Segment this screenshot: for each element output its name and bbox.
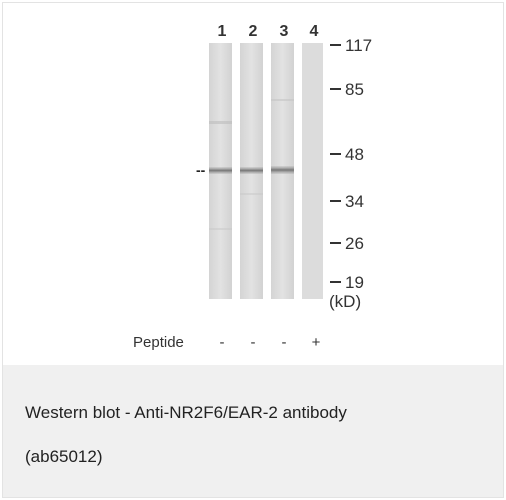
marker-label-26: 26 xyxy=(345,234,364,253)
peptide-sign-lane-4: + xyxy=(312,334,321,351)
lane-number-2: 2 xyxy=(249,23,258,40)
faint-band xyxy=(271,99,294,101)
lane-number-3: 3 xyxy=(280,23,289,40)
band-lane-2 xyxy=(240,167,263,174)
blot-image: 1 2 3 4 -- 117 85 xyxy=(133,23,372,351)
band-lane-1 xyxy=(209,167,232,174)
band-lane-3 xyxy=(271,166,294,174)
peptide-sign-lane-3: - xyxy=(282,334,287,351)
caption-catalog-number: (ab65012) xyxy=(25,447,103,466)
faint-band xyxy=(209,121,232,124)
marker-label-85: 85 xyxy=(345,80,364,99)
marker-label-48: 48 xyxy=(345,145,364,164)
marker-label-34: 34 xyxy=(345,192,364,211)
western-blot-figure: 1 2 3 4 -- 117 85 xyxy=(3,3,503,365)
faint-band xyxy=(240,193,263,195)
peptide-label: Peptide xyxy=(133,334,184,351)
caption-box: Western blot - Anti-NR2F6/EAR-2 antibody… xyxy=(3,365,503,497)
marker-label-19: 19 xyxy=(345,273,364,292)
unit-label: (kD) xyxy=(329,292,361,311)
marker-label-117: 117 xyxy=(345,36,372,55)
lane-number-1: 1 xyxy=(218,23,227,40)
peptide-sign-lane-2: - xyxy=(251,334,256,351)
caption-title: Western blot - Anti-NR2F6/EAR-2 antibody xyxy=(25,403,347,422)
band-arrow: -- xyxy=(196,162,206,178)
peptide-sign-lane-1: - xyxy=(220,334,225,351)
faint-band xyxy=(209,228,232,230)
lane-number-4: 4 xyxy=(310,23,319,40)
blot-lane-4 xyxy=(302,43,323,299)
